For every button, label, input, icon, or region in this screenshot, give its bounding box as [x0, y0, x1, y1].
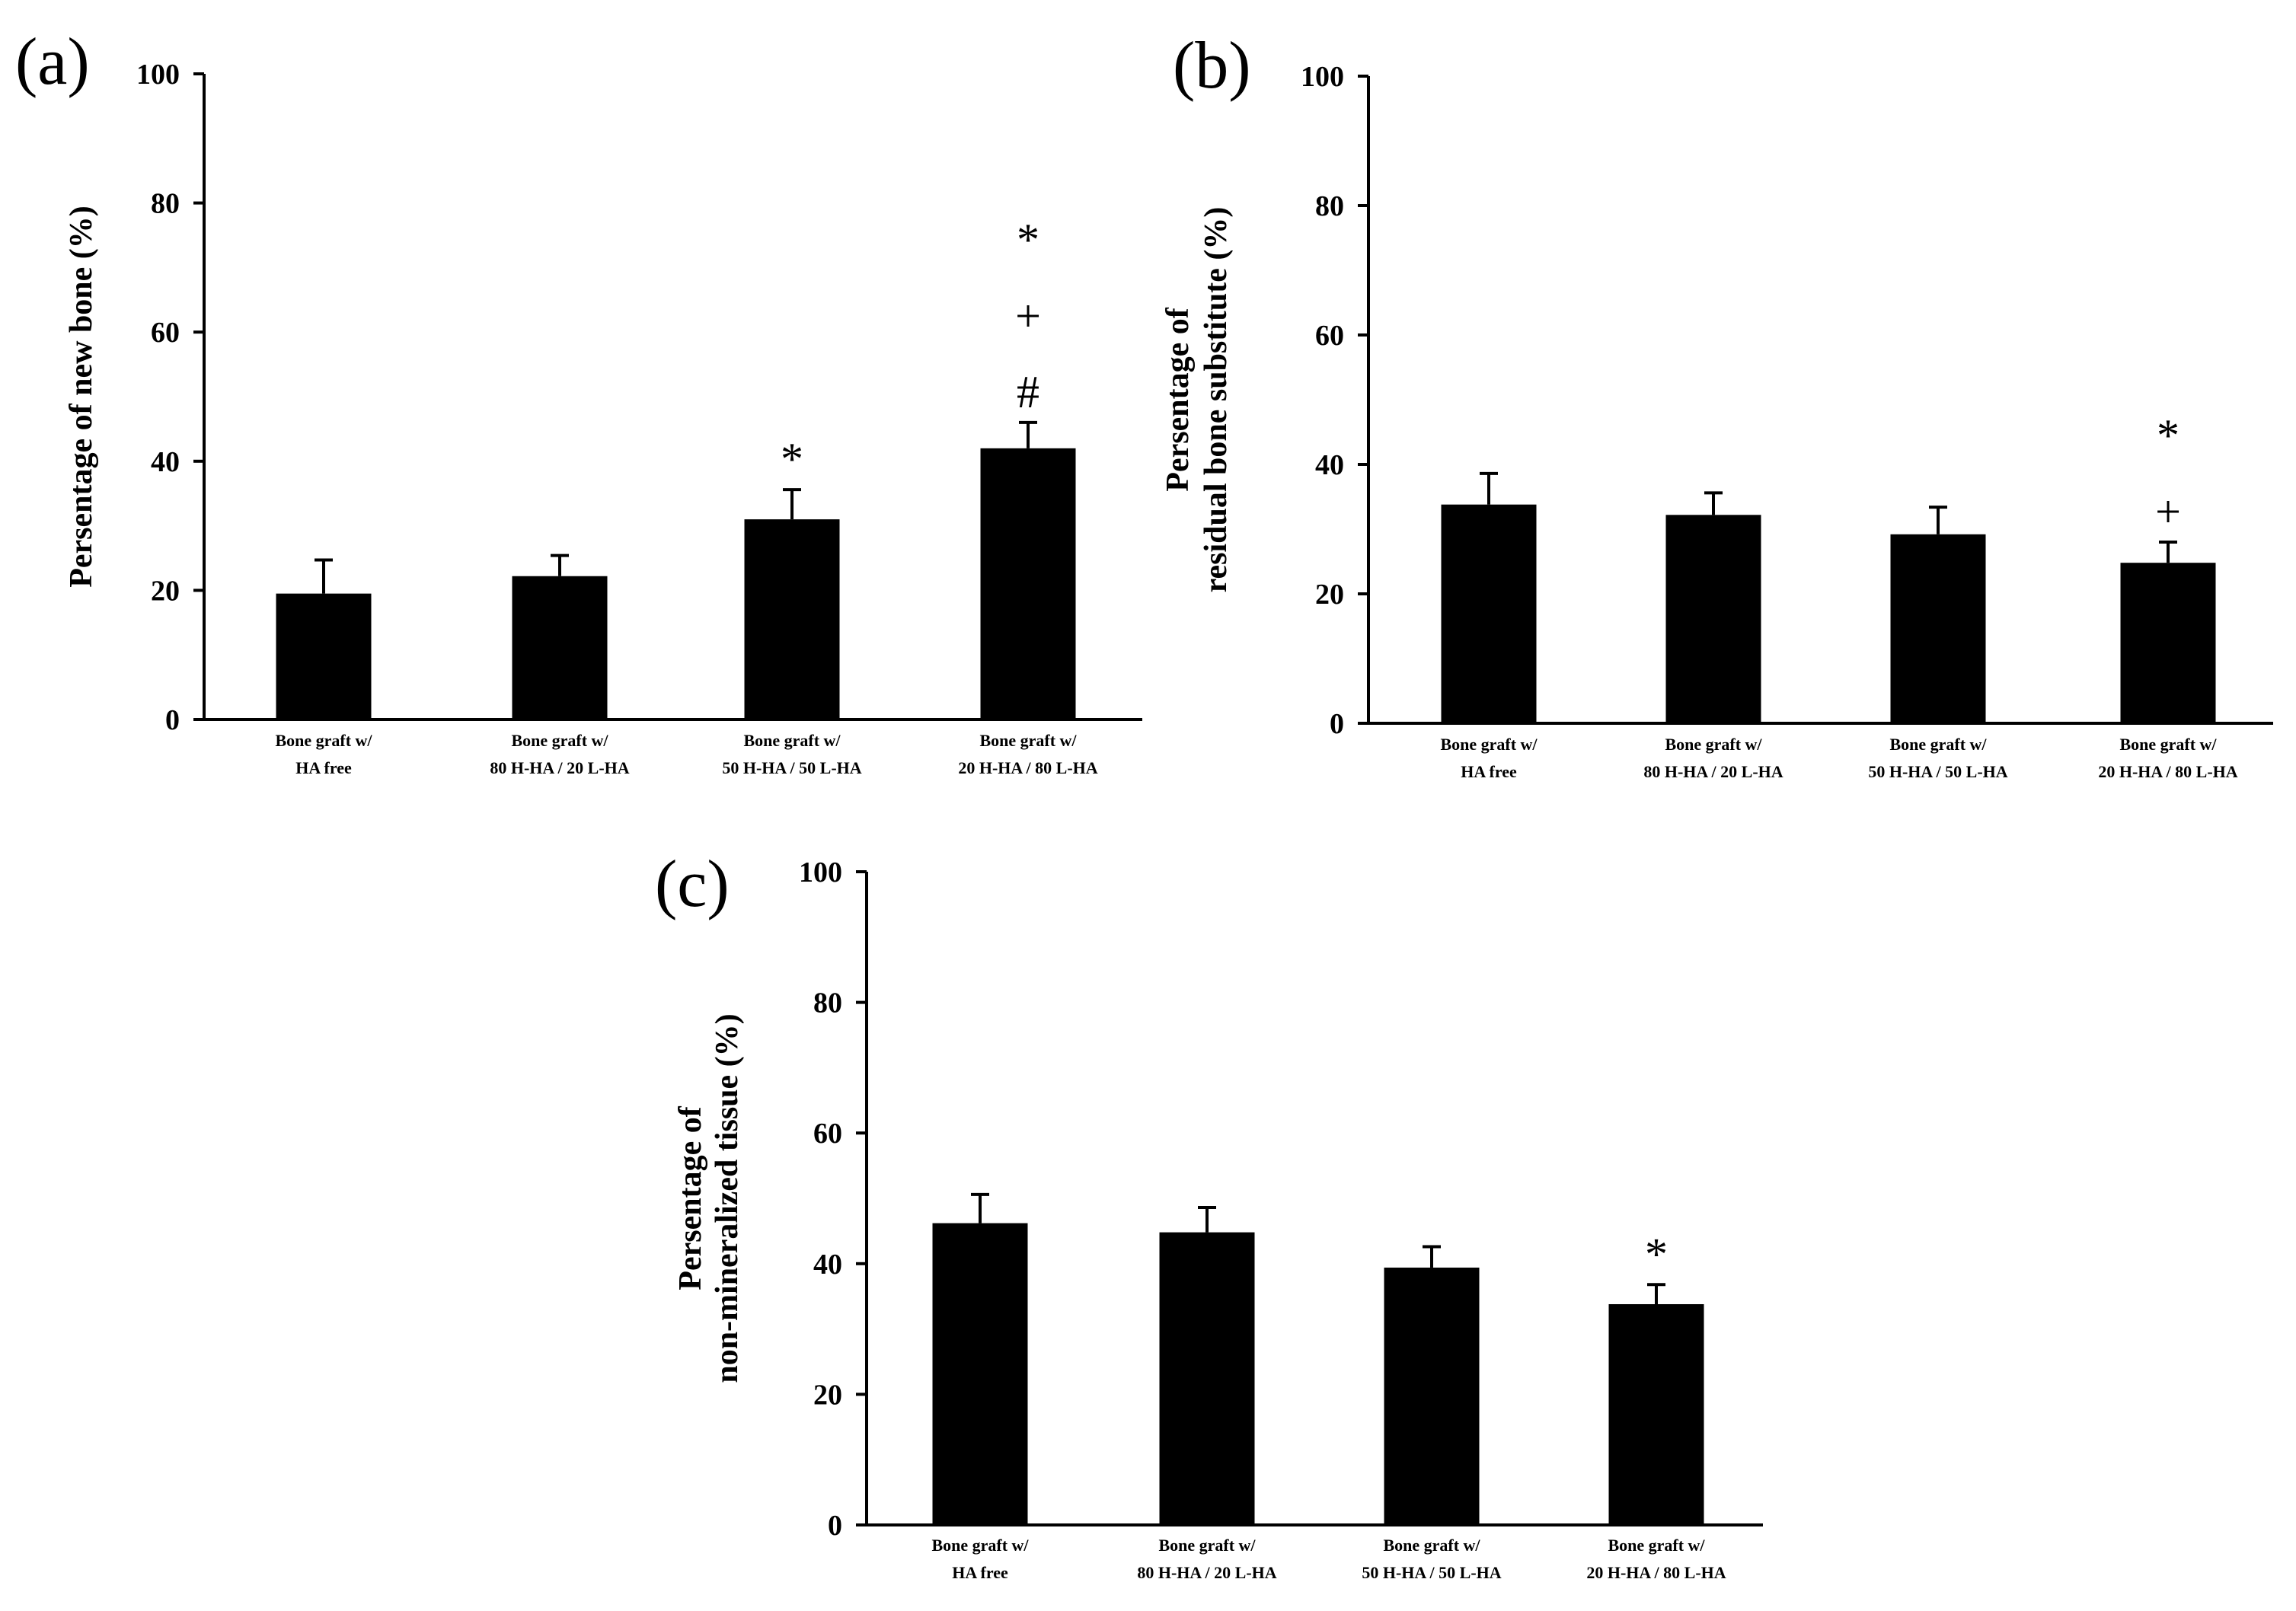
- bar: [1384, 1267, 1480, 1525]
- category-label: 50 H-HA / 50 L-HA: [1868, 762, 2007, 781]
- category-label: 20 H-HA / 80 L-HA: [1586, 1563, 1726, 1582]
- y-tick-label: 40: [151, 446, 180, 478]
- category-label: 80 H-HA / 20 L-HA: [490, 758, 629, 777]
- category-label: Bone graft w/: [1440, 735, 1538, 754]
- significance-marker: *: [2157, 410, 2179, 461]
- bar: [1665, 515, 1761, 723]
- bar: [1608, 1303, 1704, 1525]
- y-tick-label: 60: [1315, 320, 1344, 352]
- bar: [932, 1223, 1028, 1525]
- panel-label: (a): [15, 25, 90, 99]
- bar: [2120, 563, 2216, 723]
- panel-label: (c): [655, 847, 730, 921]
- y-axis-label: residual bone substitute (%): [1199, 207, 1234, 593]
- category-label: Bone graft w/: [2119, 735, 2217, 754]
- y-axis-label: Persentage of new bone (%): [64, 206, 99, 588]
- y-axis-label: Persentage of: [1161, 307, 1196, 491]
- significance-marker: *: [1017, 215, 1039, 265]
- bar: [276, 593, 372, 719]
- category-label: 80 H-HA / 20 L-HA: [1643, 762, 1783, 781]
- y-tick-label: 20: [813, 1379, 842, 1411]
- panel-c: (c) 0 20 40 60 80 100 Persentage of non-minerali…: [655, 847, 1763, 1582]
- category-label: Bone graft w/: [743, 731, 841, 750]
- bar: [744, 519, 840, 719]
- panel-label: (b): [1173, 29, 1251, 103]
- category-label: HA free: [295, 758, 352, 777]
- significance-marker: *: [1645, 1229, 1668, 1279]
- y-tick-label: 20: [151, 575, 180, 607]
- category-label: 20 H-HA / 80 L-HA: [2098, 762, 2237, 781]
- y-axis-label: non-mineralized tissue (%): [710, 1013, 745, 1383]
- bar: [1441, 504, 1537, 723]
- category-label: Bone graft w/: [511, 731, 608, 750]
- category-label: Bone graft w/: [931, 1536, 1029, 1555]
- y-tick-label: 0: [1330, 708, 1344, 740]
- y-tick-label: 80: [1315, 190, 1344, 222]
- panel-b: (b) 0 20 40 60 80 100 Persentage of residual bon…: [1161, 29, 2273, 781]
- bar: [512, 576, 608, 719]
- category-label: Bone graft w/: [275, 731, 372, 750]
- y-tick-label: 60: [151, 317, 180, 349]
- category-label: Bone graft w/: [1608, 1536, 1705, 1555]
- y-tick-label: 100: [799, 857, 842, 888]
- category-label: HA free: [952, 1563, 1008, 1582]
- category-label: 50 H-HA / 50 L-HA: [722, 758, 861, 777]
- category-label: Bone graft w/: [979, 731, 1077, 750]
- category-label: Bone graft w/: [1158, 1536, 1256, 1555]
- category-label: Bone graft w/: [1889, 735, 1987, 754]
- category-label: 80 H-HA / 20 L-HA: [1137, 1563, 1276, 1582]
- category-label: Bone graft w/: [1383, 1536, 1480, 1555]
- y-tick-label: 40: [1315, 449, 1344, 481]
- y-axis-label: Persentage of: [673, 1105, 708, 1290]
- bar: [980, 448, 1076, 719]
- category-label: 50 H-HA / 50 L-HA: [1362, 1563, 1501, 1582]
- y-tick-label: 80: [151, 188, 180, 220]
- y-tick-label: 80: [813, 987, 842, 1019]
- y-tick-label: 0: [165, 704, 180, 736]
- significance-marker: #: [1017, 367, 1039, 417]
- y-tick-label: 0: [828, 1510, 842, 1542]
- category-label: HA free: [1461, 762, 1517, 781]
- bar: [1890, 534, 1986, 723]
- significance-marker: +: [1015, 291, 1041, 341]
- bar: [1159, 1232, 1255, 1525]
- significance-marker: +: [2155, 486, 2181, 537]
- significance-marker: *: [781, 434, 803, 484]
- panel-a: (a) 0 20 40 60 80 100 Persentage of new bone (%…: [15, 25, 1142, 777]
- y-tick-label: 60: [813, 1118, 842, 1150]
- y-tick-label: 40: [813, 1249, 842, 1281]
- y-tick-label: 20: [1315, 579, 1344, 611]
- y-tick-label: 100: [1301, 61, 1344, 93]
- category-label: 20 H-HA / 80 L-HA: [958, 758, 1097, 777]
- category-label: Bone graft w/: [1665, 735, 1762, 754]
- y-tick-label: 100: [136, 59, 180, 91]
